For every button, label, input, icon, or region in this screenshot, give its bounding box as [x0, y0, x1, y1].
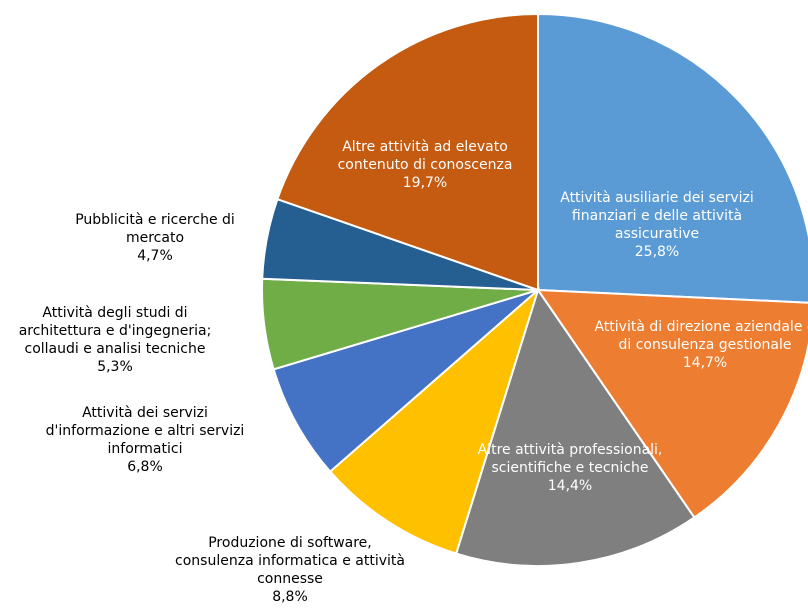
pie-slice — [454, 287, 696, 567]
slice-label: Altre attività ad elevato contenuto di c… — [310, 138, 540, 192]
slice-label: Pubblicità e ricerche di mercato 4,7% — [55, 211, 255, 265]
value-label: 5,3% — [97, 359, 133, 375]
value-label: 4,7% — [137, 248, 173, 264]
value-label: 6,8% — [127, 459, 163, 475]
category-label: Produzione di software, consulenza infor… — [175, 535, 405, 587]
category-label: Attività degli studi di architettura e d… — [18, 305, 212, 357]
value-label: 14,7% — [682, 355, 728, 371]
value-label: 25,8% — [634, 244, 680, 260]
category-label: Altre attività professionali, scientific… — [477, 442, 663, 476]
pie-slice — [328, 286, 541, 555]
slice-label: Produzione di software, consulenza infor… — [170, 534, 410, 606]
category-label: Attività ausiliarie dei servizi finanzia… — [560, 190, 754, 242]
slice-label: Attività degli studi di architettura e d… — [15, 304, 215, 376]
pie-slice — [537, 12, 808, 304]
slice-label: Attività di direzione aziendale e di con… — [590, 318, 808, 372]
slice-label: Altre attività professionali, scientific… — [440, 441, 700, 495]
value-label: 14,4% — [547, 478, 593, 494]
category-label: Altre attività ad elevato contenuto di c… — [337, 139, 513, 173]
category-label: Attività di direzione aziendale e di con… — [594, 319, 808, 353]
category-label: Attività dei servizi d'informazione e al… — [45, 405, 245, 457]
category-label: Pubblicità e ricerche di mercato — [75, 212, 235, 246]
value-label: 8,8% — [272, 589, 308, 605]
pie-slice — [272, 289, 539, 473]
pie-slice — [536, 288, 808, 519]
slice-label: Attività ausiliarie dei servizi finanzia… — [552, 189, 762, 261]
value-label: 19,7% — [402, 175, 448, 191]
pie-slice — [276, 12, 539, 292]
slice-label: Attività dei servizi d'informazione e al… — [35, 404, 255, 476]
